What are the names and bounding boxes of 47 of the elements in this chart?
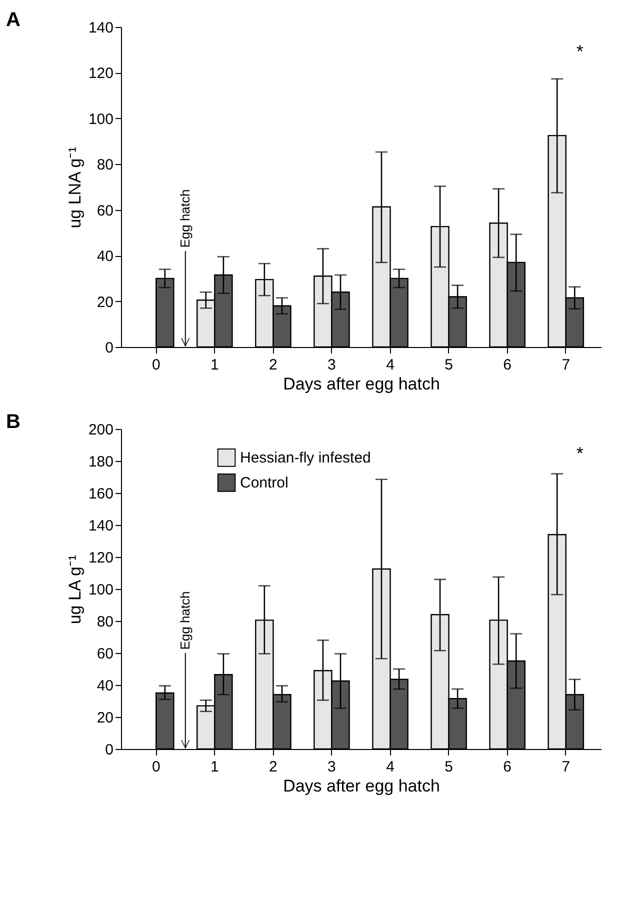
chart-title: A	[6, 9, 20, 31]
chart-title: B	[6, 411, 20, 433]
y-tick-label: 180	[88, 454, 114, 470]
y-tick-label: 140	[88, 20, 114, 36]
y-tick-label: 120	[88, 65, 114, 82]
x-tick-label: 6	[503, 758, 512, 776]
x-tick-label: 4	[386, 758, 394, 776]
annotation: Egg hatch	[177, 591, 192, 650]
y-tick-label: 20	[96, 294, 114, 311]
y-tick-label: 60	[96, 646, 114, 662]
y-axis-title: ug LA g⁻¹	[65, 554, 84, 624]
x-tick-label: 7	[562, 758, 570, 776]
x-tick-label: 1	[210, 356, 219, 374]
x-tick-label: 2	[269, 356, 278, 374]
x-tick-label: 5	[444, 758, 453, 776]
y-tick-label: 200	[88, 422, 114, 438]
y-tick-label: 60	[96, 202, 114, 220]
y-tick-label: 160	[88, 486, 114, 502]
annotation: Egg hatch	[177, 189, 192, 248]
y-tick-label: 0	[105, 340, 114, 356]
y-tick-label: 40	[96, 248, 114, 266]
x-tick-label: 3	[328, 356, 336, 374]
y-tick-label: 40	[96, 678, 114, 694]
x-tick-label: 5	[444, 356, 453, 374]
annotation: *	[576, 42, 584, 62]
x-tick-label: 0	[152, 356, 160, 374]
y-tick-label: 0	[105, 742, 114, 758]
y-tick-label: 140	[88, 518, 114, 534]
x-tick-label: 0	[152, 758, 160, 776]
y-tick-label: 80	[96, 156, 114, 174]
x-tick-label: 3	[328, 758, 336, 776]
legend-label: Control	[240, 474, 288, 492]
x-tick-label: 7	[562, 356, 570, 374]
x-tick-label: 2	[269, 758, 278, 776]
y-axis-title: ug LNA g⁻¹	[65, 146, 84, 228]
y-tick-label: 100	[88, 582, 114, 598]
legend-label: Hessian-fly infested	[240, 450, 371, 467]
y-tick-label: 100	[88, 110, 114, 128]
x-tick-label: 1	[210, 758, 219, 776]
x-axis-title: Days after egg hatch	[283, 374, 440, 394]
y-tick-label: 80	[96, 614, 114, 630]
y-tick-label: 120	[88, 550, 114, 566]
y-tick-label: 20	[96, 710, 114, 726]
annotation: *	[576, 444, 584, 464]
x-tick-label: 4	[386, 356, 394, 374]
x-tick-label: 6	[503, 356, 512, 374]
x-axis-title: Days after egg hatch	[283, 776, 440, 796]
